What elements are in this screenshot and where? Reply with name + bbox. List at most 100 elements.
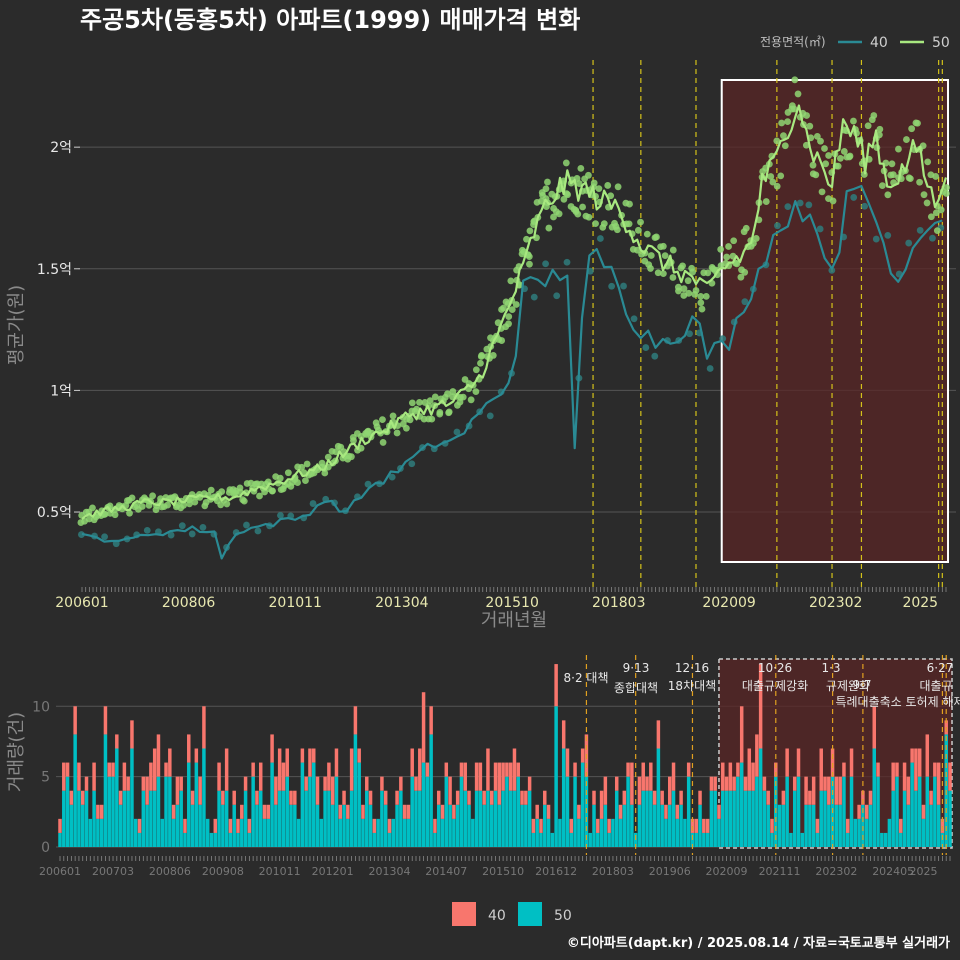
volume-bar-40 [130, 720, 134, 749]
volume-x-tick-label: 201612 [535, 865, 577, 878]
y-tick-label: 0.5억 [37, 505, 72, 521]
scatter-point-50 [684, 277, 692, 285]
volume-bar-40 [349, 748, 354, 791]
scatter-point-50 [585, 213, 593, 221]
scatter-point-50 [791, 76, 799, 84]
scatter-point-40 [143, 527, 151, 534]
scatter-point-50 [698, 305, 706, 313]
volume-bar-50 [792, 790, 797, 847]
policy-annotation: 6·27 [927, 661, 954, 675]
volume-bar-40 [796, 748, 801, 777]
scatter-point-40 [784, 203, 792, 211]
scatter-point-50 [818, 188, 826, 196]
volume-bar-50 [796, 776, 801, 847]
volume-bar-50 [834, 804, 839, 847]
volume-bar-50 [766, 804, 770, 847]
volume-chart-panel: 8·2 대책 9·13 종합대책 12·16 18차대책 10·26 대출규제강화 1·3 규제… [32, 655, 960, 878]
volume-bar-40 [527, 776, 532, 791]
legend-title: 전용면적(㎡) [760, 35, 826, 49]
volume-bar-50 [611, 818, 615, 847]
scatter-point-50 [595, 185, 603, 193]
volume-bar-50 [107, 776, 111, 847]
volume-bar-50 [846, 832, 850, 847]
volume-bar-50 [194, 762, 199, 847]
scatter-point-50 [647, 252, 655, 259]
policy-annotation: 8·2 대책 [564, 670, 609, 685]
volume-bar-50 [410, 776, 414, 847]
scatter-point-50 [604, 182, 612, 189]
volume-bar-50 [274, 804, 278, 847]
volume-bar-40 [520, 790, 524, 805]
volume-bar-50 [516, 776, 520, 847]
policy-annotation: 종합대책 [614, 680, 658, 695]
volume-bar-50 [433, 832, 437, 847]
scatter-point-50 [822, 160, 830, 168]
volume-bar-40 [921, 804, 926, 819]
volume-bar-50 [236, 832, 240, 847]
scatter-point-50 [692, 287, 700, 294]
scatter-point-50 [526, 227, 534, 235]
scatter-point-50 [840, 148, 848, 155]
volume-bar-50 [580, 762, 585, 847]
volume-bar-40 [304, 776, 308, 791]
volume-bar-50 [368, 804, 373, 847]
volume-x-tick-label: 202009 [706, 865, 748, 878]
x-tick-label: 202009 [702, 595, 755, 611]
volume-bar-50 [217, 790, 221, 847]
volume-bar-50 [732, 790, 736, 847]
scatter-point-40 [178, 522, 186, 530]
volume-bar-40 [686, 762, 691, 777]
scatter-point-50 [111, 511, 119, 519]
volume-bar-50 [243, 790, 248, 847]
scatter-point-40 [243, 521, 250, 529]
volume-bar-40 [724, 776, 729, 791]
scatter-point-50 [489, 352, 497, 359]
volume-bar-40 [698, 790, 702, 805]
volume-bar-50 [914, 790, 918, 847]
scatter-point-40 [686, 330, 693, 338]
volume-bar-40 [141, 776, 146, 791]
volume-legend-swatch-40 [452, 902, 476, 926]
scatter-point-40 [530, 293, 538, 301]
scatter-point-50 [742, 224, 750, 232]
volume-bar-50 [334, 776, 339, 847]
volume-bar-40 [652, 790, 657, 805]
scatter-point-40 [553, 292, 561, 300]
volume-bar-40 [607, 818, 611, 833]
scatter-point-50 [459, 393, 467, 401]
volume-bar-40 [948, 762, 952, 791]
volume-bar-50 [88, 818, 93, 847]
volume-bar-50 [838, 804, 842, 847]
scatter-point-50 [923, 199, 931, 207]
scatter-point-50 [717, 245, 725, 253]
scatter-point-40 [309, 500, 317, 507]
volume-bar-50 [111, 776, 115, 847]
scatter-point-50 [508, 306, 516, 314]
volume-bar-50 [622, 804, 627, 847]
volume-bar-50 [175, 804, 180, 847]
volume-bar-40 [293, 790, 297, 805]
volume-bar-40 [539, 818, 543, 833]
scatter-point-50 [408, 399, 416, 407]
volume-bar-50 [486, 790, 490, 847]
volume-bar-40 [62, 762, 66, 791]
volume-bar-50 [899, 832, 903, 847]
volume-bar-50 [618, 818, 623, 847]
scatter-point-50 [164, 501, 172, 509]
volume-bar-50 [312, 762, 316, 847]
volume-x-tick-label: 200806 [149, 865, 191, 878]
volume-bar-40 [592, 790, 596, 805]
volume-bar-40 [183, 818, 187, 833]
scatter-point-50 [406, 416, 414, 424]
volume-bar-40 [247, 818, 252, 833]
volume-bar-40 [383, 790, 388, 805]
scatter-point-50 [345, 452, 353, 460]
volume-x-tick-label: 201510 [482, 865, 524, 878]
volume-bar-50 [421, 762, 426, 847]
scatter-point-50 [428, 415, 436, 423]
scatter-point-40 [542, 260, 549, 268]
volume-bar-40 [785, 748, 789, 777]
volume-bar-40 [501, 762, 505, 791]
volume-bar-50 [781, 804, 786, 847]
scatter-point-50 [590, 179, 598, 187]
